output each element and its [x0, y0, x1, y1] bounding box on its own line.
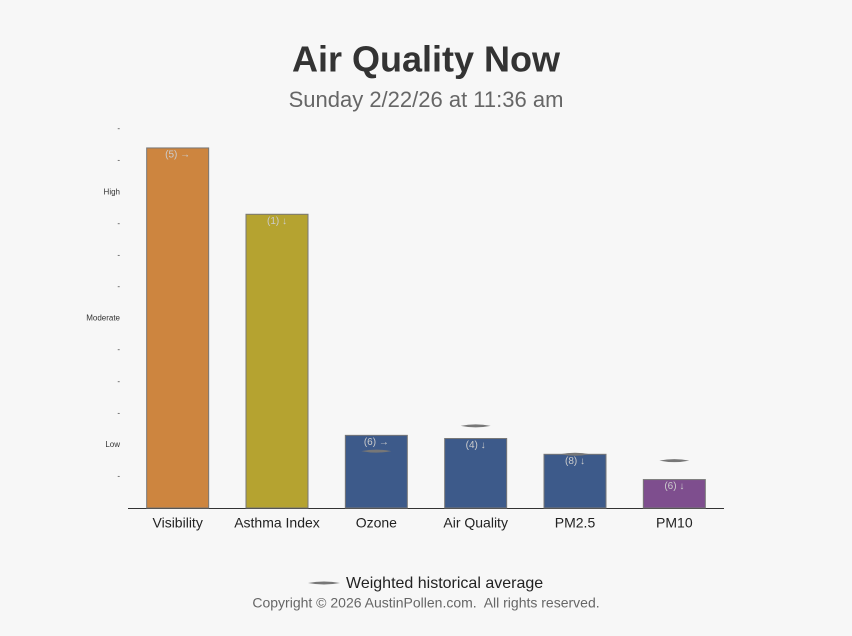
bar-label: (6) → [364, 437, 389, 448]
bar-label: (8) ↓ [565, 456, 585, 467]
chart-subtitle: Sunday 2/22/26 at 11:36 am [289, 87, 564, 112]
x-tick-label: Ozone [356, 515, 397, 531]
y-tick-label: Low [105, 440, 120, 449]
y-tick-label: - [117, 377, 120, 386]
bar-label: (5) → [165, 150, 190, 161]
historical-average [460, 424, 491, 428]
x-tick-label: PM2.5 [555, 515, 596, 531]
chart-title: Air Quality Now [292, 39, 561, 80]
historical-average [659, 459, 690, 463]
bar [146, 147, 210, 509]
x-tick-label: Air Quality [443, 515, 508, 531]
bar [245, 213, 309, 509]
bar-label: (4) ↓ [466, 440, 486, 451]
historical-average [361, 449, 392, 453]
y-tick-label: - [117, 408, 120, 417]
x-tick-label: Visibility [153, 515, 203, 531]
legend-label: Weighted historical average [346, 575, 543, 592]
x-tick-label: PM10 [656, 515, 693, 531]
bar-label: (1) ↓ [267, 216, 287, 227]
bar [344, 434, 408, 509]
y-tick-label: High [104, 187, 120, 196]
historical-average [560, 452, 590, 456]
y-tick-label: - [117, 250, 120, 259]
y-tick-label: - [117, 156, 120, 165]
bar [642, 479, 706, 509]
x-tick-label: Asthma Index [234, 515, 320, 531]
copyright: Copyright © 2026 AustinPollen.com. All r… [252, 595, 599, 611]
legend-swatch [308, 581, 340, 585]
y-tick-label: - [117, 124, 120, 133]
y-tick-label: - [117, 345, 120, 354]
y-tick-label: - [117, 219, 120, 228]
bar-label: (6) ↓ [664, 481, 684, 492]
y-tick-label: Moderate [86, 314, 120, 323]
y-tick-label: - [117, 282, 120, 291]
bar [444, 438, 508, 509]
y-tick-label: - [117, 472, 120, 481]
